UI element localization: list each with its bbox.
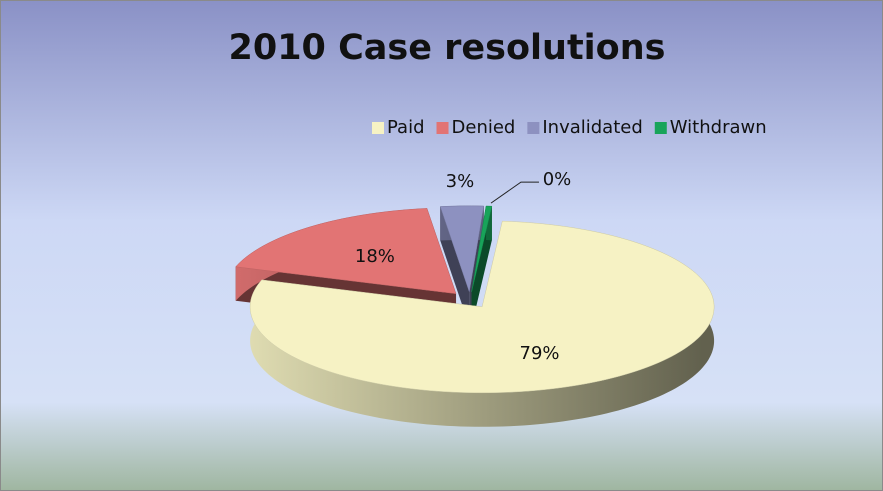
slice-top [439,205,485,292]
leader-line [490,181,539,204]
pie-slice [249,220,715,427]
pie-slice [471,205,493,326]
legend-label: Invalidated [542,117,642,138]
legend-swatch [527,122,540,134]
data-label: 3% [446,171,475,192]
slice-top [471,205,493,292]
legend-swatch [654,122,667,134]
slice-top [249,220,715,394]
data-label: 0% [543,169,572,190]
legend-swatch [436,122,449,134]
slice-top [235,208,457,295]
data-label: 18% [355,246,395,267]
legend-label: Paid [387,117,425,138]
legend-swatch [372,122,384,134]
chart-title: 2010 Case resolutions [229,28,666,68]
legend-label: Withdrawn [670,117,767,138]
data-label: 79% [520,343,560,364]
legend-label: Denied [452,117,516,138]
